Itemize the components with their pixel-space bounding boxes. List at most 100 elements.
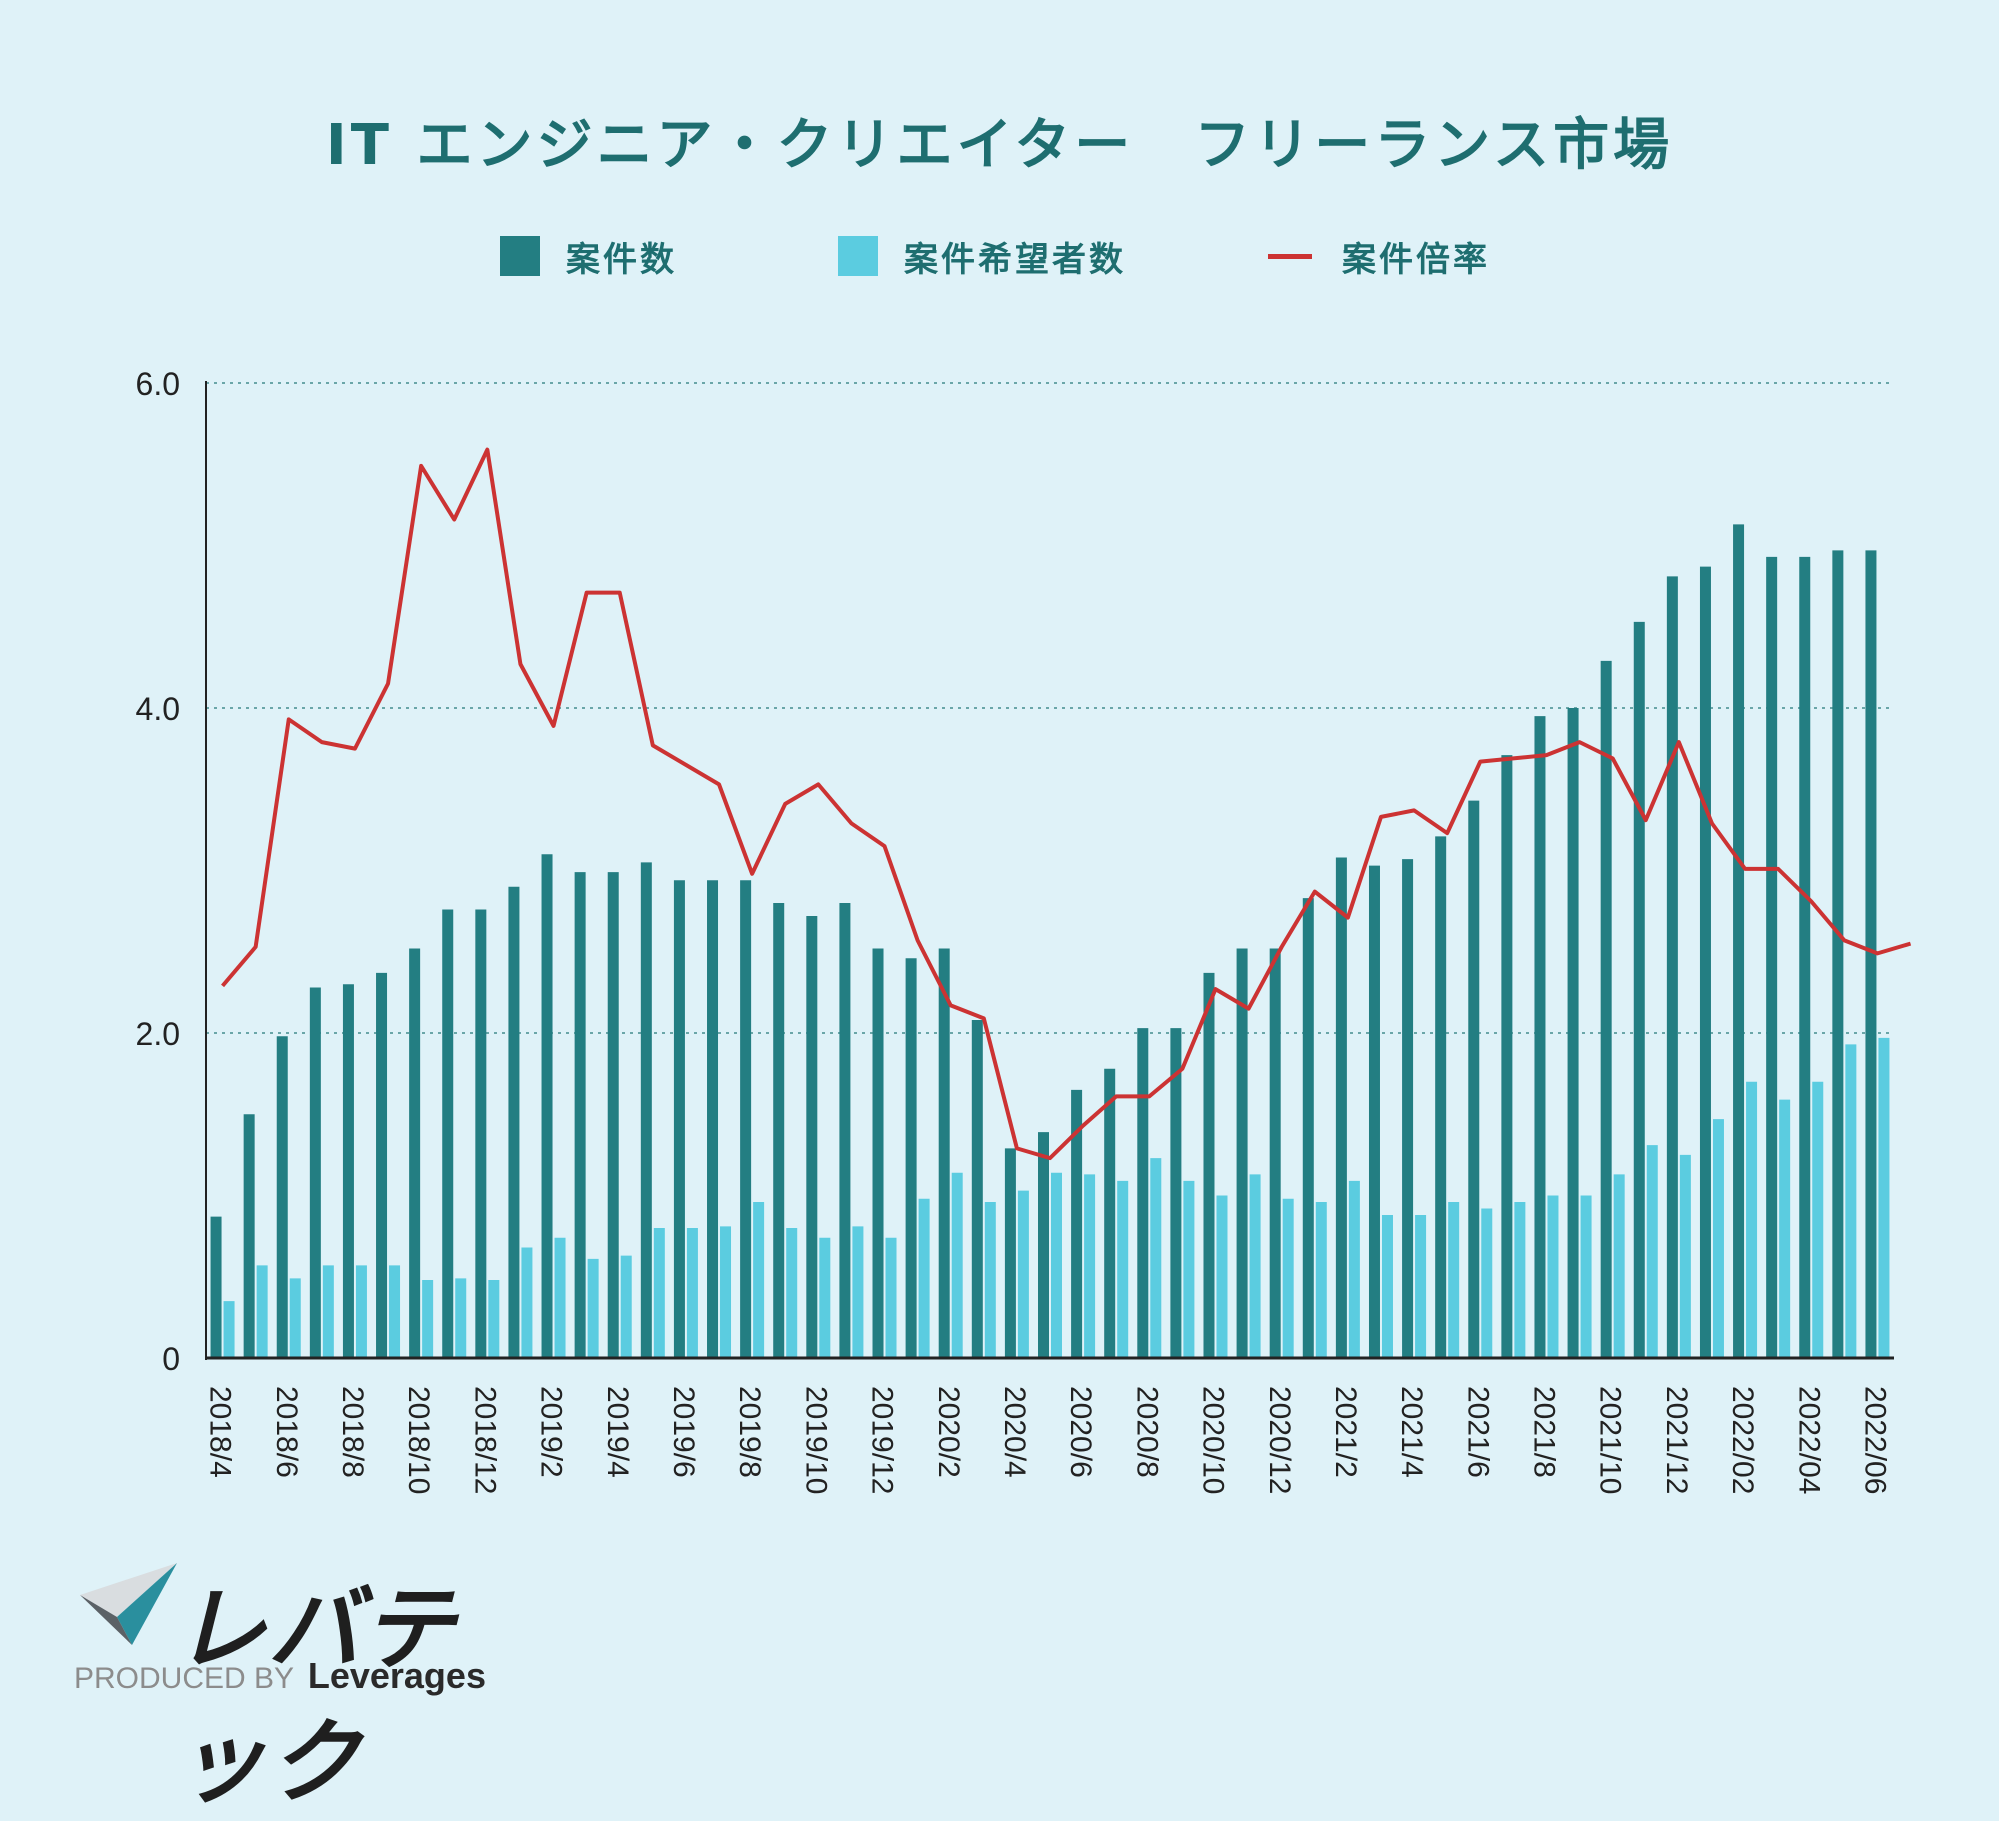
bar-jobs xyxy=(740,880,751,1358)
bar-applicants xyxy=(919,1199,930,1358)
x-tick-label: 2022/06 xyxy=(1859,1386,1892,1494)
y-tick-label: 6.0 xyxy=(136,366,180,402)
bar-jobs xyxy=(1435,836,1446,1358)
bar-jobs xyxy=(641,862,652,1358)
bar-applicants xyxy=(588,1259,599,1358)
bar-applicants xyxy=(720,1226,731,1358)
produced-by: PRODUCED BY Leverages xyxy=(74,1655,486,1697)
x-tick-label: 2019/4 xyxy=(601,1386,634,1478)
bar-applicants xyxy=(1216,1196,1227,1359)
bar-applicants xyxy=(257,1265,268,1358)
bar-jobs xyxy=(773,903,784,1358)
logo-mark-icon xyxy=(72,1555,182,1655)
x-tick-label: 2019/8 xyxy=(733,1386,766,1478)
bar-applicants xyxy=(1845,1044,1856,1358)
bar-applicants xyxy=(1117,1181,1128,1358)
bar-jobs xyxy=(575,872,586,1358)
bar-applicants xyxy=(1812,1082,1823,1358)
bar-jobs xyxy=(1568,708,1579,1358)
bar-applicants xyxy=(323,1265,334,1358)
bar-applicants xyxy=(1547,1196,1558,1359)
x-tick-label: 2018/10 xyxy=(402,1386,435,1494)
bar-applicants xyxy=(455,1278,466,1358)
bar-jobs xyxy=(1700,567,1711,1358)
produced-by-label: PRODUCED BY xyxy=(74,1662,294,1695)
bar-applicants xyxy=(753,1202,764,1358)
x-tick-label: 2020/10 xyxy=(1197,1386,1230,1494)
bar-jobs xyxy=(1634,622,1645,1358)
bar-jobs xyxy=(508,887,519,1358)
bar-jobs xyxy=(1104,1069,1115,1358)
bar-jobs xyxy=(1468,801,1479,1358)
bar-jobs xyxy=(1270,949,1281,1359)
x-tick-label: 2020/12 xyxy=(1263,1386,1296,1494)
x-tick-label: 2020/4 xyxy=(998,1386,1031,1478)
y-tick-label: 2.0 xyxy=(136,1016,180,1052)
bar-applicants xyxy=(1150,1158,1161,1358)
bar-applicants xyxy=(819,1238,830,1358)
bar-applicants xyxy=(224,1301,235,1358)
bar-applicants xyxy=(1647,1145,1658,1358)
bar-applicants xyxy=(422,1280,433,1358)
bar-applicants xyxy=(555,1238,566,1358)
x-tick-label: 2020/2 xyxy=(932,1386,965,1478)
bar-jobs xyxy=(972,1020,983,1358)
bar-jobs xyxy=(906,958,917,1358)
x-tick-label: 2021/2 xyxy=(1329,1386,1362,1478)
bar-applicants xyxy=(290,1278,301,1358)
bar-applicants xyxy=(1051,1173,1062,1358)
bar-applicants xyxy=(1878,1038,1889,1358)
bar-jobs xyxy=(244,1114,255,1358)
bar-applicants xyxy=(1448,1202,1459,1358)
x-tick-label: 2021/4 xyxy=(1395,1386,1428,1478)
bar-applicants xyxy=(654,1228,665,1358)
bar-applicants xyxy=(1481,1209,1492,1359)
bar-applicants xyxy=(1183,1181,1194,1358)
x-tick-label: 2021/12 xyxy=(1660,1386,1693,1494)
bar-jobs xyxy=(475,910,486,1359)
brand-logo: レバテック PRODUCED BY Leverages xyxy=(72,1555,512,1705)
x-tick-label: 2019/12 xyxy=(866,1386,899,1494)
x-tick-label: 2019/2 xyxy=(535,1386,568,1478)
bar-jobs xyxy=(1799,557,1810,1358)
bar-applicants xyxy=(1415,1215,1426,1358)
bar-applicants xyxy=(1316,1202,1327,1358)
bar-applicants xyxy=(786,1228,797,1358)
x-tick-label: 2021/8 xyxy=(1528,1386,1561,1478)
bar-jobs xyxy=(542,854,553,1358)
bar-applicants xyxy=(1614,1174,1625,1358)
x-tick-label: 2020/8 xyxy=(1130,1386,1163,1478)
bar-applicants xyxy=(852,1226,863,1358)
bar-applicants xyxy=(886,1238,897,1358)
bar-jobs xyxy=(211,1217,222,1358)
bar-applicants xyxy=(1382,1215,1393,1358)
bar-applicants xyxy=(1713,1119,1724,1358)
bar-jobs xyxy=(310,988,321,1359)
bar-jobs xyxy=(1137,1028,1148,1358)
bar-jobs xyxy=(1402,859,1413,1358)
bar-jobs xyxy=(343,984,354,1358)
bar-applicants xyxy=(1018,1191,1029,1358)
bar-applicants xyxy=(1084,1174,1095,1358)
x-tick-label: 2018/12 xyxy=(468,1386,501,1494)
bar-jobs xyxy=(1832,550,1843,1358)
bar-jobs xyxy=(608,872,619,1358)
bar-applicants xyxy=(1283,1199,1294,1358)
bar-applicants xyxy=(687,1228,698,1358)
x-tick-label: 2019/10 xyxy=(799,1386,832,1494)
x-tick-label: 2022/02 xyxy=(1726,1386,1759,1494)
bar-jobs xyxy=(1501,755,1512,1358)
bar-applicants xyxy=(1779,1100,1790,1358)
bar-jobs xyxy=(1005,1148,1016,1358)
bar-jobs xyxy=(277,1036,288,1358)
bar-jobs xyxy=(839,903,850,1358)
bar-jobs xyxy=(376,973,387,1358)
bar-jobs xyxy=(707,880,718,1358)
bar-jobs xyxy=(409,949,420,1359)
bar-applicants xyxy=(1250,1174,1261,1358)
y-tick-label: 0 xyxy=(162,1341,180,1377)
bar-applicants xyxy=(621,1256,632,1358)
bar-applicants xyxy=(1680,1155,1691,1358)
x-tick-label: 2021/10 xyxy=(1594,1386,1627,1494)
